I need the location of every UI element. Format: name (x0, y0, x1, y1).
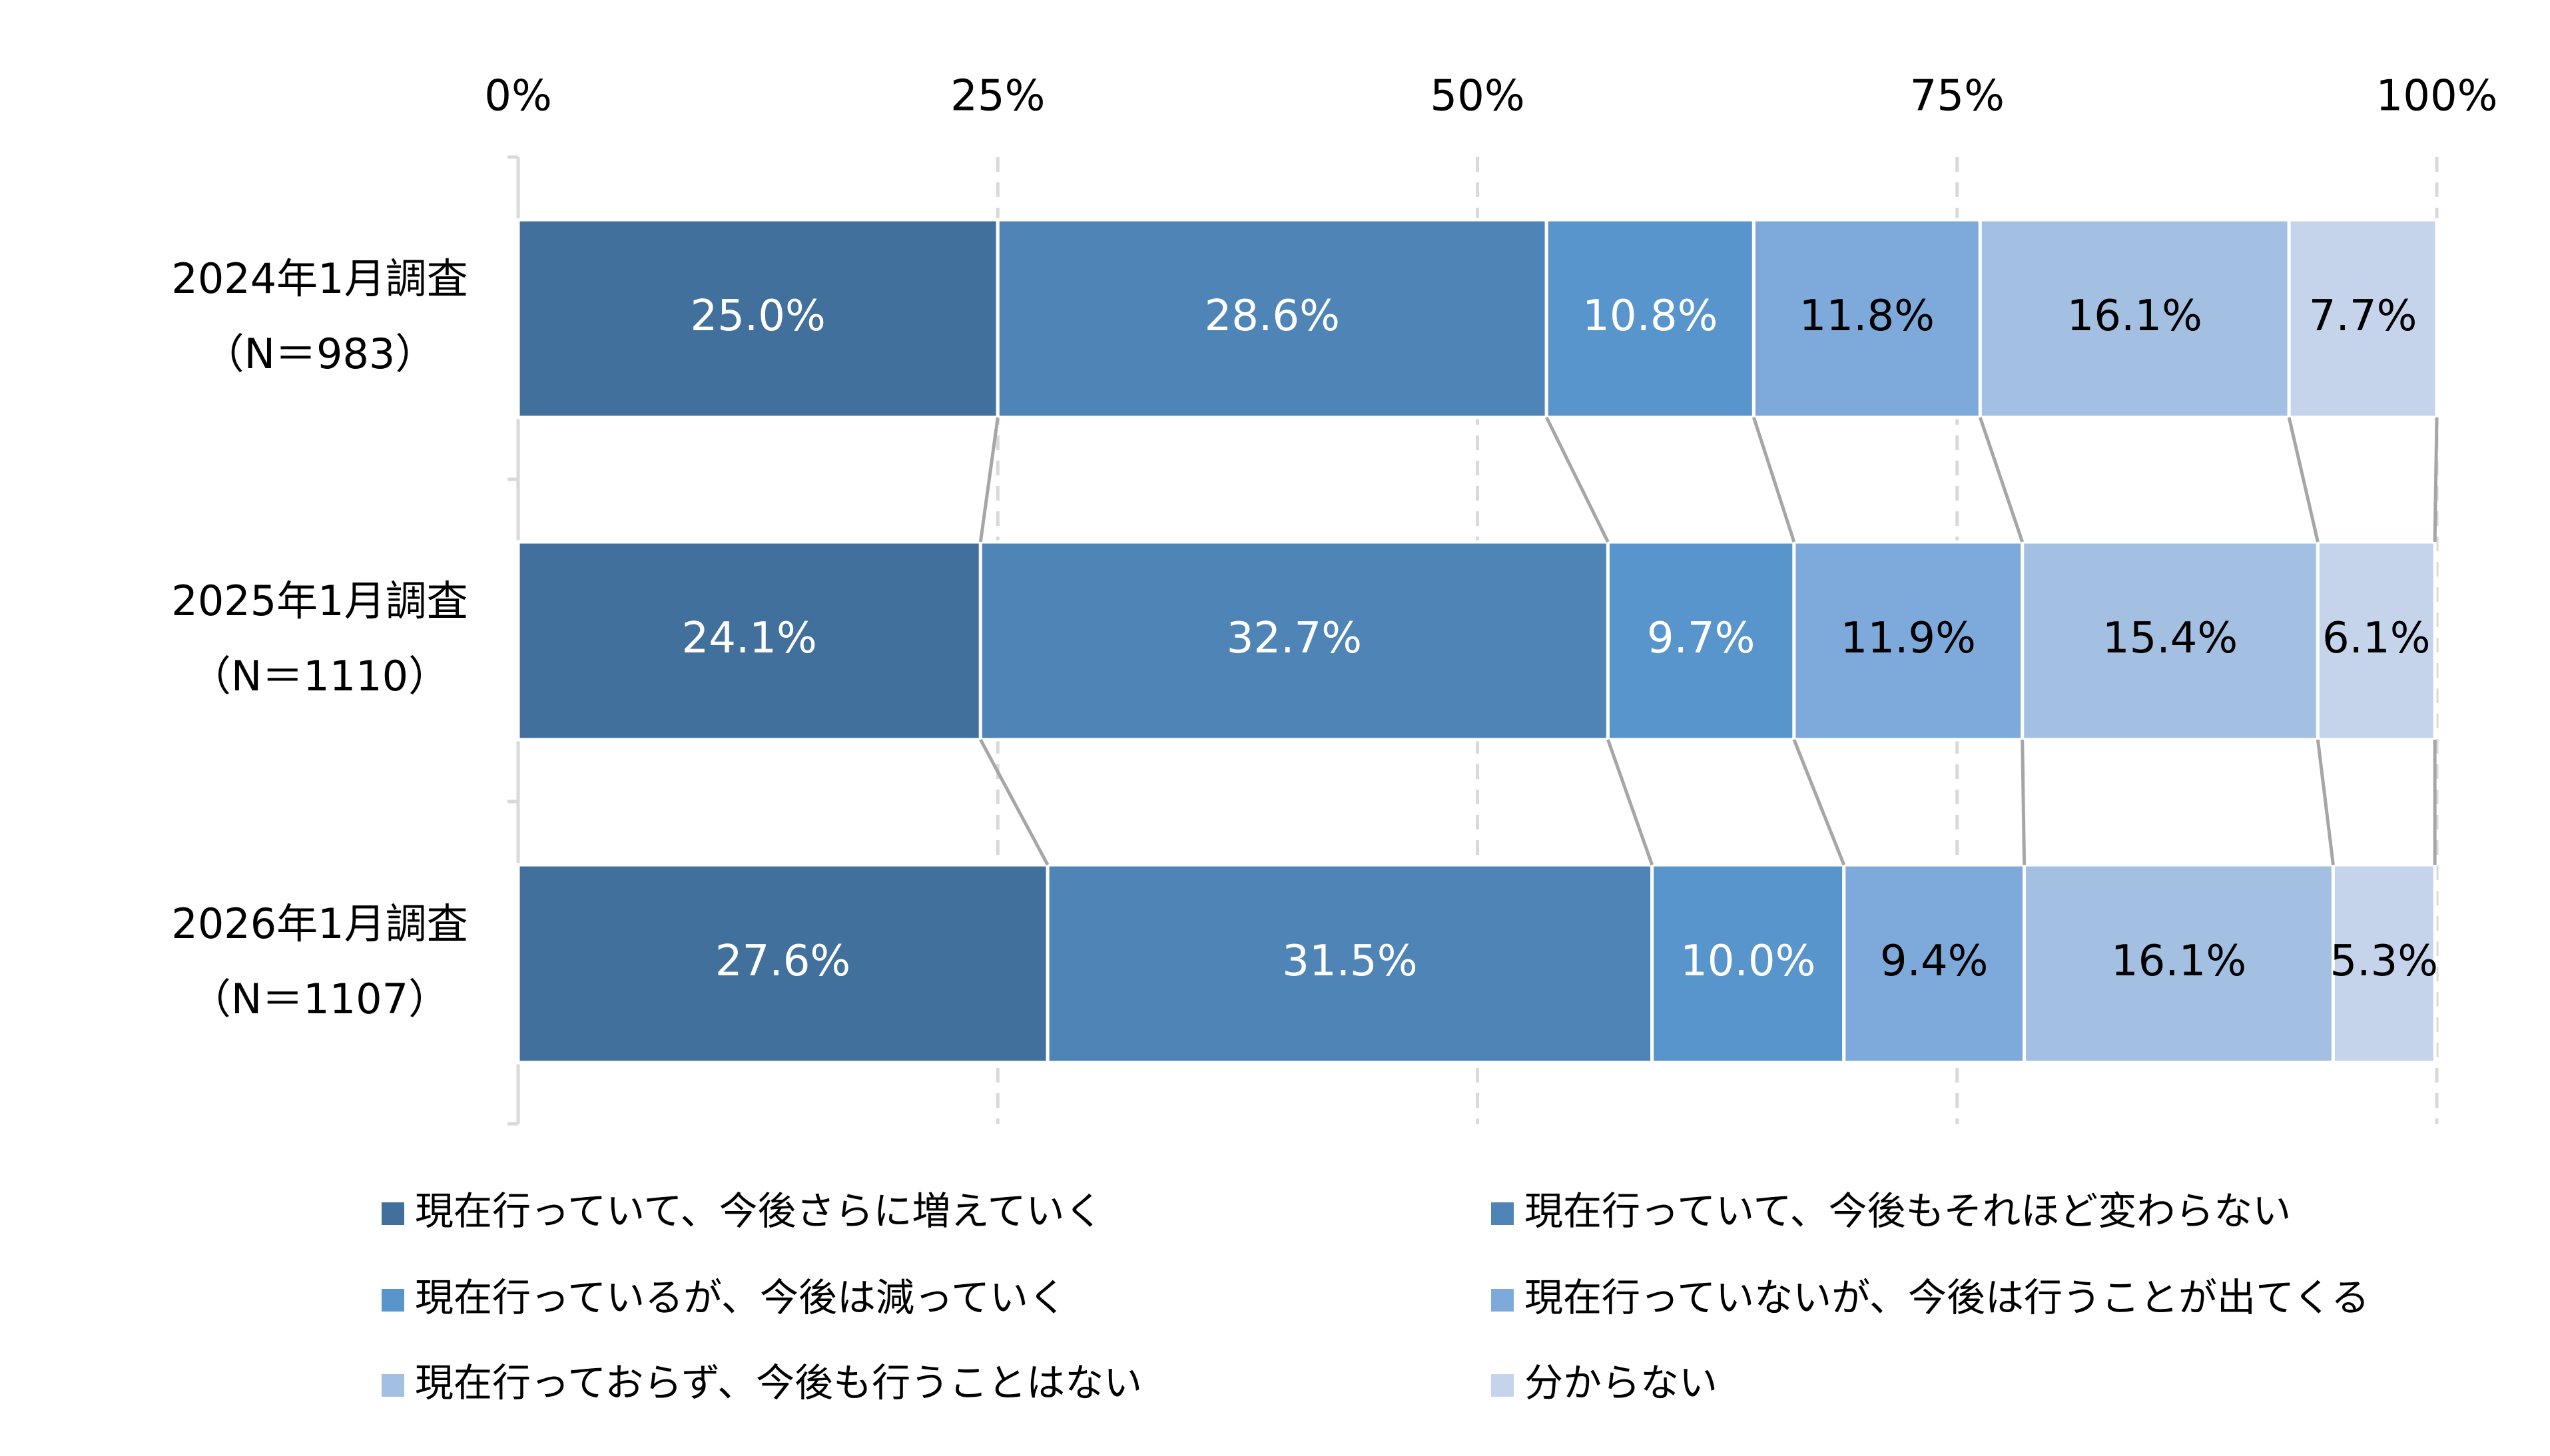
bar-segment (2331, 863, 2437, 1065)
connector-line (2287, 417, 2320, 543)
value-label: 15.4% (2102, 614, 2238, 663)
category-label: 2025年1月調査 (171, 577, 468, 625)
x-tick-label: 50% (1430, 72, 1524, 121)
value-label: 6.1% (2322, 614, 2431, 663)
bar-segment (2287, 218, 2439, 419)
bar-segment (516, 863, 1050, 1065)
value-label: 11.9% (1841, 614, 1976, 663)
connector-line (1606, 739, 1654, 865)
bar-segment (1978, 218, 2291, 419)
value-label: 24.1% (682, 614, 817, 663)
category-label: （N＝1110） (190, 652, 450, 700)
connector-line (2021, 739, 2027, 865)
category-label: 2024年1月調査 (171, 254, 468, 303)
category-label: （N＝983） (203, 330, 437, 378)
value-label: 10.8% (1582, 292, 1718, 341)
connector-line (2433, 417, 2439, 543)
bar-segment (1544, 218, 1755, 419)
value-label: 31.5% (1282, 937, 1417, 986)
value-label: 32.7% (1227, 614, 1362, 663)
legend-marker (382, 1289, 404, 1312)
value-label: 7.7% (2309, 292, 2417, 341)
legend-label: 現在行っているが、今後は減っていく (415, 1275, 1067, 1320)
legend-label: 現在行っておらず、今後も行うことはない (415, 1360, 1142, 1405)
value-label: 11.8% (1799, 292, 1935, 341)
legend-label: 現在行っていないが、今後は行うことが出てくる (1524, 1275, 2370, 1320)
legend-marker (1491, 1374, 1514, 1397)
legend-marker (1491, 1289, 1514, 1312)
connector-line (979, 738, 1050, 866)
bar-segment (1046, 863, 1654, 1065)
bar-segment (1792, 540, 2025, 742)
legend-label: 分からない (1524, 1360, 1718, 1405)
value-label: 9.4% (1880, 937, 1989, 986)
x-tick-label: 0% (484, 72, 552, 121)
value-label: 10.0% (1680, 937, 1815, 986)
value-label: 27.6% (715, 937, 850, 986)
legend-marker (382, 1374, 404, 1397)
legend-label: 現在行っていて、今後さらに増えていく (415, 1188, 1104, 1234)
value-label: 16.1% (2067, 292, 2202, 341)
connector-line (978, 417, 1000, 543)
connector-line (1792, 739, 1846, 865)
bar-segment (1650, 863, 1846, 1065)
bar-segment (996, 218, 1548, 419)
bar-segment (516, 218, 1000, 419)
legend-marker (1491, 1202, 1514, 1225)
category-label: （N＝1107） (190, 975, 450, 1023)
connector-line (1544, 416, 1610, 543)
value-label: 25.0% (690, 292, 825, 341)
value-label: 5.3% (2330, 937, 2438, 986)
bar-segment (2021, 540, 2320, 742)
bar-segment (978, 540, 1610, 742)
value-label: 16.1% (2111, 937, 2246, 986)
connector-line (1752, 417, 1796, 543)
x-tick-label: 100% (2376, 72, 2498, 121)
bar-segment (1752, 218, 1982, 419)
x-tick-label: 25% (950, 72, 1045, 121)
value-label: 28.6% (1205, 292, 1340, 341)
value-label: 9.7% (1647, 614, 1755, 663)
connector-line (2316, 739, 2335, 865)
bar-segment (1842, 863, 2027, 1065)
x-tick-label: 75% (1910, 72, 2005, 121)
connector-line (1978, 417, 2025, 543)
category-label: 2026年1月調査 (171, 899, 468, 948)
legend-marker (382, 1202, 404, 1225)
legend-label: 現在行っていて、今後もそれほど変わらない (1524, 1188, 2291, 1234)
bar-segment (2316, 540, 2437, 742)
